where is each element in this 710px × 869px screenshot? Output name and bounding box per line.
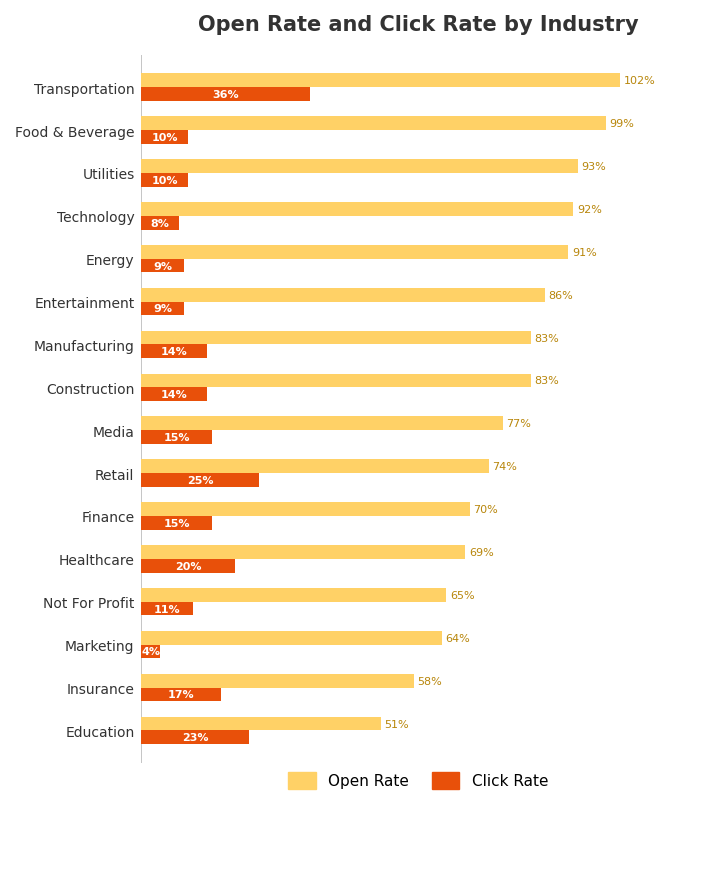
Text: 10%: 10% — [152, 133, 178, 143]
Text: 23%: 23% — [182, 733, 209, 742]
Bar — [141, 674, 413, 687]
Bar — [141, 417, 503, 431]
Bar — [141, 560, 235, 573]
Text: 36%: 36% — [212, 90, 239, 100]
Bar — [141, 331, 531, 345]
Bar — [141, 431, 212, 444]
Bar — [141, 602, 193, 616]
Text: 99%: 99% — [610, 119, 635, 129]
Bar — [141, 631, 442, 645]
Bar — [141, 216, 179, 230]
Text: 92%: 92% — [577, 205, 601, 215]
Text: 58%: 58% — [417, 676, 442, 686]
Text: 83%: 83% — [535, 376, 559, 386]
Legend: Open Rate, Click Rate: Open Rate, Click Rate — [273, 756, 563, 805]
Bar — [141, 645, 160, 659]
Bar — [141, 345, 207, 359]
Text: 83%: 83% — [535, 333, 559, 343]
Bar — [141, 588, 447, 602]
Bar — [141, 174, 188, 188]
Text: 69%: 69% — [469, 547, 493, 557]
Text: 25%: 25% — [187, 475, 213, 486]
Text: 9%: 9% — [153, 262, 172, 271]
Bar — [141, 375, 531, 388]
Title: Open Rate and Click Rate by Industry: Open Rate and Click Rate by Industry — [198, 15, 638, 35]
Text: 9%: 9% — [153, 304, 172, 314]
Text: 15%: 15% — [163, 518, 190, 528]
Text: 74%: 74% — [492, 461, 517, 472]
Bar — [141, 460, 488, 474]
Bar — [141, 731, 249, 744]
Bar — [141, 717, 381, 731]
Text: 10%: 10% — [152, 176, 178, 186]
Bar — [141, 502, 470, 516]
Bar — [141, 75, 620, 88]
Text: 8%: 8% — [151, 218, 170, 229]
Bar — [141, 117, 606, 131]
Text: 64%: 64% — [445, 633, 470, 643]
Text: 91%: 91% — [572, 248, 597, 257]
Bar — [141, 687, 222, 701]
Text: 70%: 70% — [474, 505, 498, 514]
Bar — [141, 259, 184, 273]
Text: 14%: 14% — [161, 347, 187, 357]
Text: 14%: 14% — [161, 389, 187, 400]
Bar — [141, 246, 568, 259]
Bar — [141, 516, 212, 530]
Bar — [141, 388, 207, 401]
Text: 65%: 65% — [450, 590, 475, 600]
Text: 20%: 20% — [175, 561, 202, 571]
Bar — [141, 289, 545, 302]
Bar — [141, 131, 188, 144]
Bar — [141, 160, 578, 174]
Text: 11%: 11% — [154, 604, 180, 614]
Bar — [141, 546, 465, 560]
Bar — [141, 88, 310, 102]
Text: 86%: 86% — [549, 290, 574, 301]
Text: 102%: 102% — [623, 76, 655, 86]
Bar — [141, 474, 258, 488]
Bar — [141, 302, 184, 316]
Text: 4%: 4% — [141, 647, 160, 657]
Bar — [141, 202, 573, 216]
Text: 51%: 51% — [384, 719, 409, 729]
Text: 93%: 93% — [581, 162, 606, 172]
Text: 17%: 17% — [168, 690, 195, 700]
Text: 77%: 77% — [506, 419, 531, 429]
Text: 15%: 15% — [163, 433, 190, 442]
